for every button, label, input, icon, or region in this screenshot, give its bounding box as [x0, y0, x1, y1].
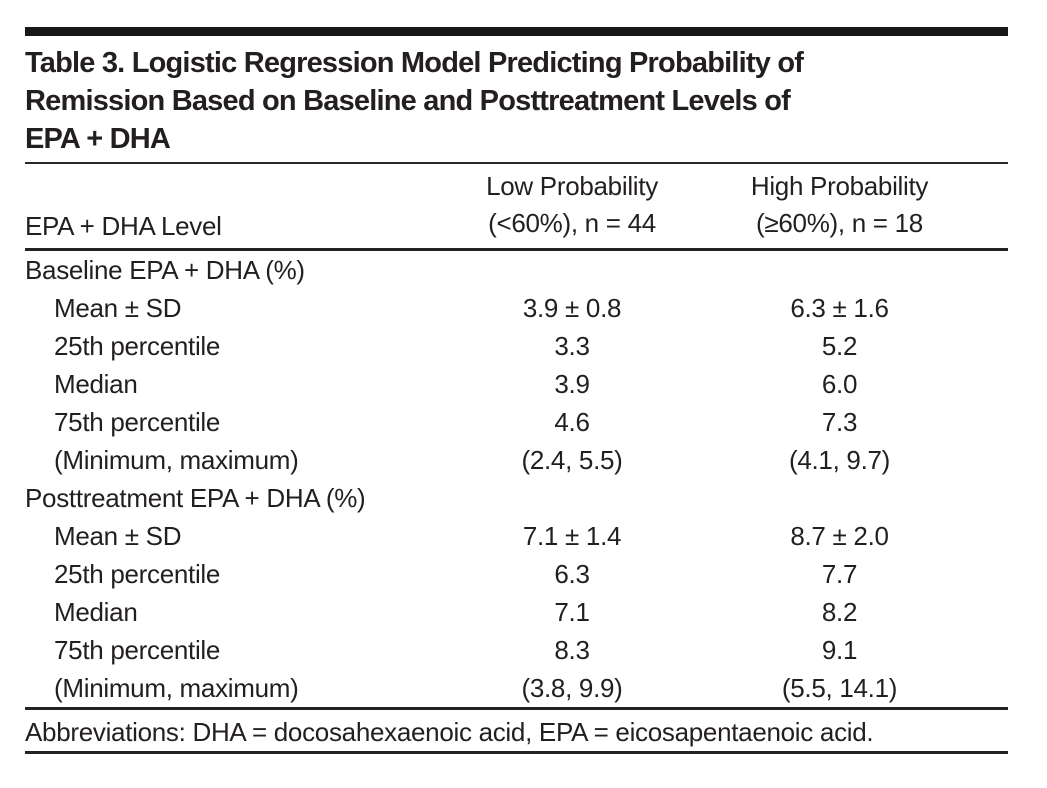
low-value-cell	[437, 479, 707, 517]
header-low-probability-line-2: (<60%), n = 44	[488, 208, 656, 238]
row-label: (Minimum, maximum)	[54, 673, 299, 703]
row-label: Posttreatment EPA + DHA (%)	[25, 483, 366, 513]
low-value-cell: (2.4, 5.5)	[521, 445, 623, 475]
header-epa-dha-level: EPA + DHA Level	[25, 211, 222, 241]
low-value-cell: 3.3	[554, 331, 590, 361]
high-value-cell: 8.7 ± 2.0	[790, 521, 889, 551]
table-title-line-2: Remission Based on Baseline and Posttrea…	[25, 85, 791, 117]
row-label: (Minimum, maximum)	[54, 445, 299, 475]
low-value-cell: 4.6	[554, 407, 590, 437]
rule-under-title	[25, 162, 1008, 164]
high-value-cell: (5.5, 14.1)	[781, 673, 898, 703]
row-label: Median	[54, 369, 138, 399]
abbreviations-footnote: Abbreviations: DHA = docosahexaenoic aci…	[25, 707, 1008, 754]
header-low-probability: Low Probability (<60%), n = 44	[437, 164, 707, 250]
high-value-cell: 6.0	[821, 369, 858, 399]
row-label: 25th percentile	[54, 559, 221, 589]
table-row: 75th percentile 4.6 7.3	[25, 403, 1008, 441]
low-value-cell: 8.3	[554, 635, 590, 665]
high-value-cell	[707, 250, 1008, 290]
header-low-probability-line-1: Low Probability	[486, 171, 658, 201]
table-top-bar	[25, 27, 1008, 36]
high-value-cell: 5.2	[821, 331, 858, 361]
epa-dha-table: EPA + DHA Level Low Probability (<60%), …	[25, 164, 1008, 707]
table-row: Median 3.9 6.0	[25, 365, 1008, 403]
table-row: 75th percentile 8.3 9.1	[25, 631, 1008, 669]
low-value-cell: (3.8, 9.9)	[521, 673, 623, 703]
high-value-cell: (4.1, 9.7)	[788, 445, 891, 475]
table-title-line-3: EPA + DHA	[25, 123, 171, 155]
header-high-probability-line-2: (≥60%), n = 18	[756, 208, 923, 238]
high-value-cell: 8.2	[821, 597, 858, 627]
row-label: Baseline EPA + DHA (%)	[25, 255, 305, 285]
table-row: (Minimum, maximum) (3.8, 9.9) (5.5, 14.1…	[25, 669, 1008, 707]
row-label: 75th percentile	[54, 635, 221, 665]
table-row: 25th percentile 3.3 5.2	[25, 327, 1008, 365]
header-high-probability: High Probability (≥60%), n = 18	[707, 164, 1008, 250]
row-label: 25th percentile	[54, 331, 221, 361]
table-title: Table 3. Logistic Regression Model Predi…	[25, 36, 1008, 162]
low-value-cell: 6.3	[554, 559, 590, 589]
high-value-cell: 7.7	[821, 559, 858, 589]
low-value-cell: 7.1	[554, 597, 590, 627]
high-value-cell: 9.1	[821, 635, 858, 665]
low-value-cell: 3.9 ± 0.8	[522, 293, 622, 323]
table-3-panel: Table 3. Logistic Regression Model Predi…	[25, 27, 1008, 754]
table-row: (Minimum, maximum) (2.4, 5.5) (4.1, 9.7)	[25, 441, 1008, 479]
table-row: Mean ± SD 3.9 ± 0.8 6.3 ± 1.6	[25, 289, 1008, 327]
high-value-cell: 6.3 ± 1.6	[790, 293, 889, 323]
high-value-cell: 7.3	[821, 407, 858, 437]
table-row-section-posttreatment: Posttreatment EPA + DHA (%)	[25, 479, 1008, 517]
low-value-cell	[437, 250, 707, 290]
header-high-probability-line-1: High Probability	[750, 171, 929, 201]
row-label: Median	[54, 597, 138, 627]
table-row: Median 7.1 8.2	[25, 593, 1008, 631]
table-row: Mean ± SD 7.1 ± 1.4 8.7 ± 2.0	[25, 517, 1008, 555]
row-label: Mean ± SD	[54, 521, 182, 551]
row-label: 75th percentile	[54, 407, 221, 437]
table-row-section-baseline: Baseline EPA + DHA (%)	[25, 250, 1008, 290]
high-value-cell	[707, 479, 1008, 517]
table-title-line-1: Table 3. Logistic Regression Model Predi…	[25, 47, 804, 79]
low-value-cell: 7.1 ± 1.4	[522, 521, 622, 551]
row-label: Mean ± SD	[54, 293, 182, 323]
table-row: 25th percentile 6.3 7.7	[25, 555, 1008, 593]
header-row: EPA + DHA Level Low Probability (<60%), …	[25, 164, 1008, 250]
low-value-cell: 3.9	[554, 369, 590, 399]
